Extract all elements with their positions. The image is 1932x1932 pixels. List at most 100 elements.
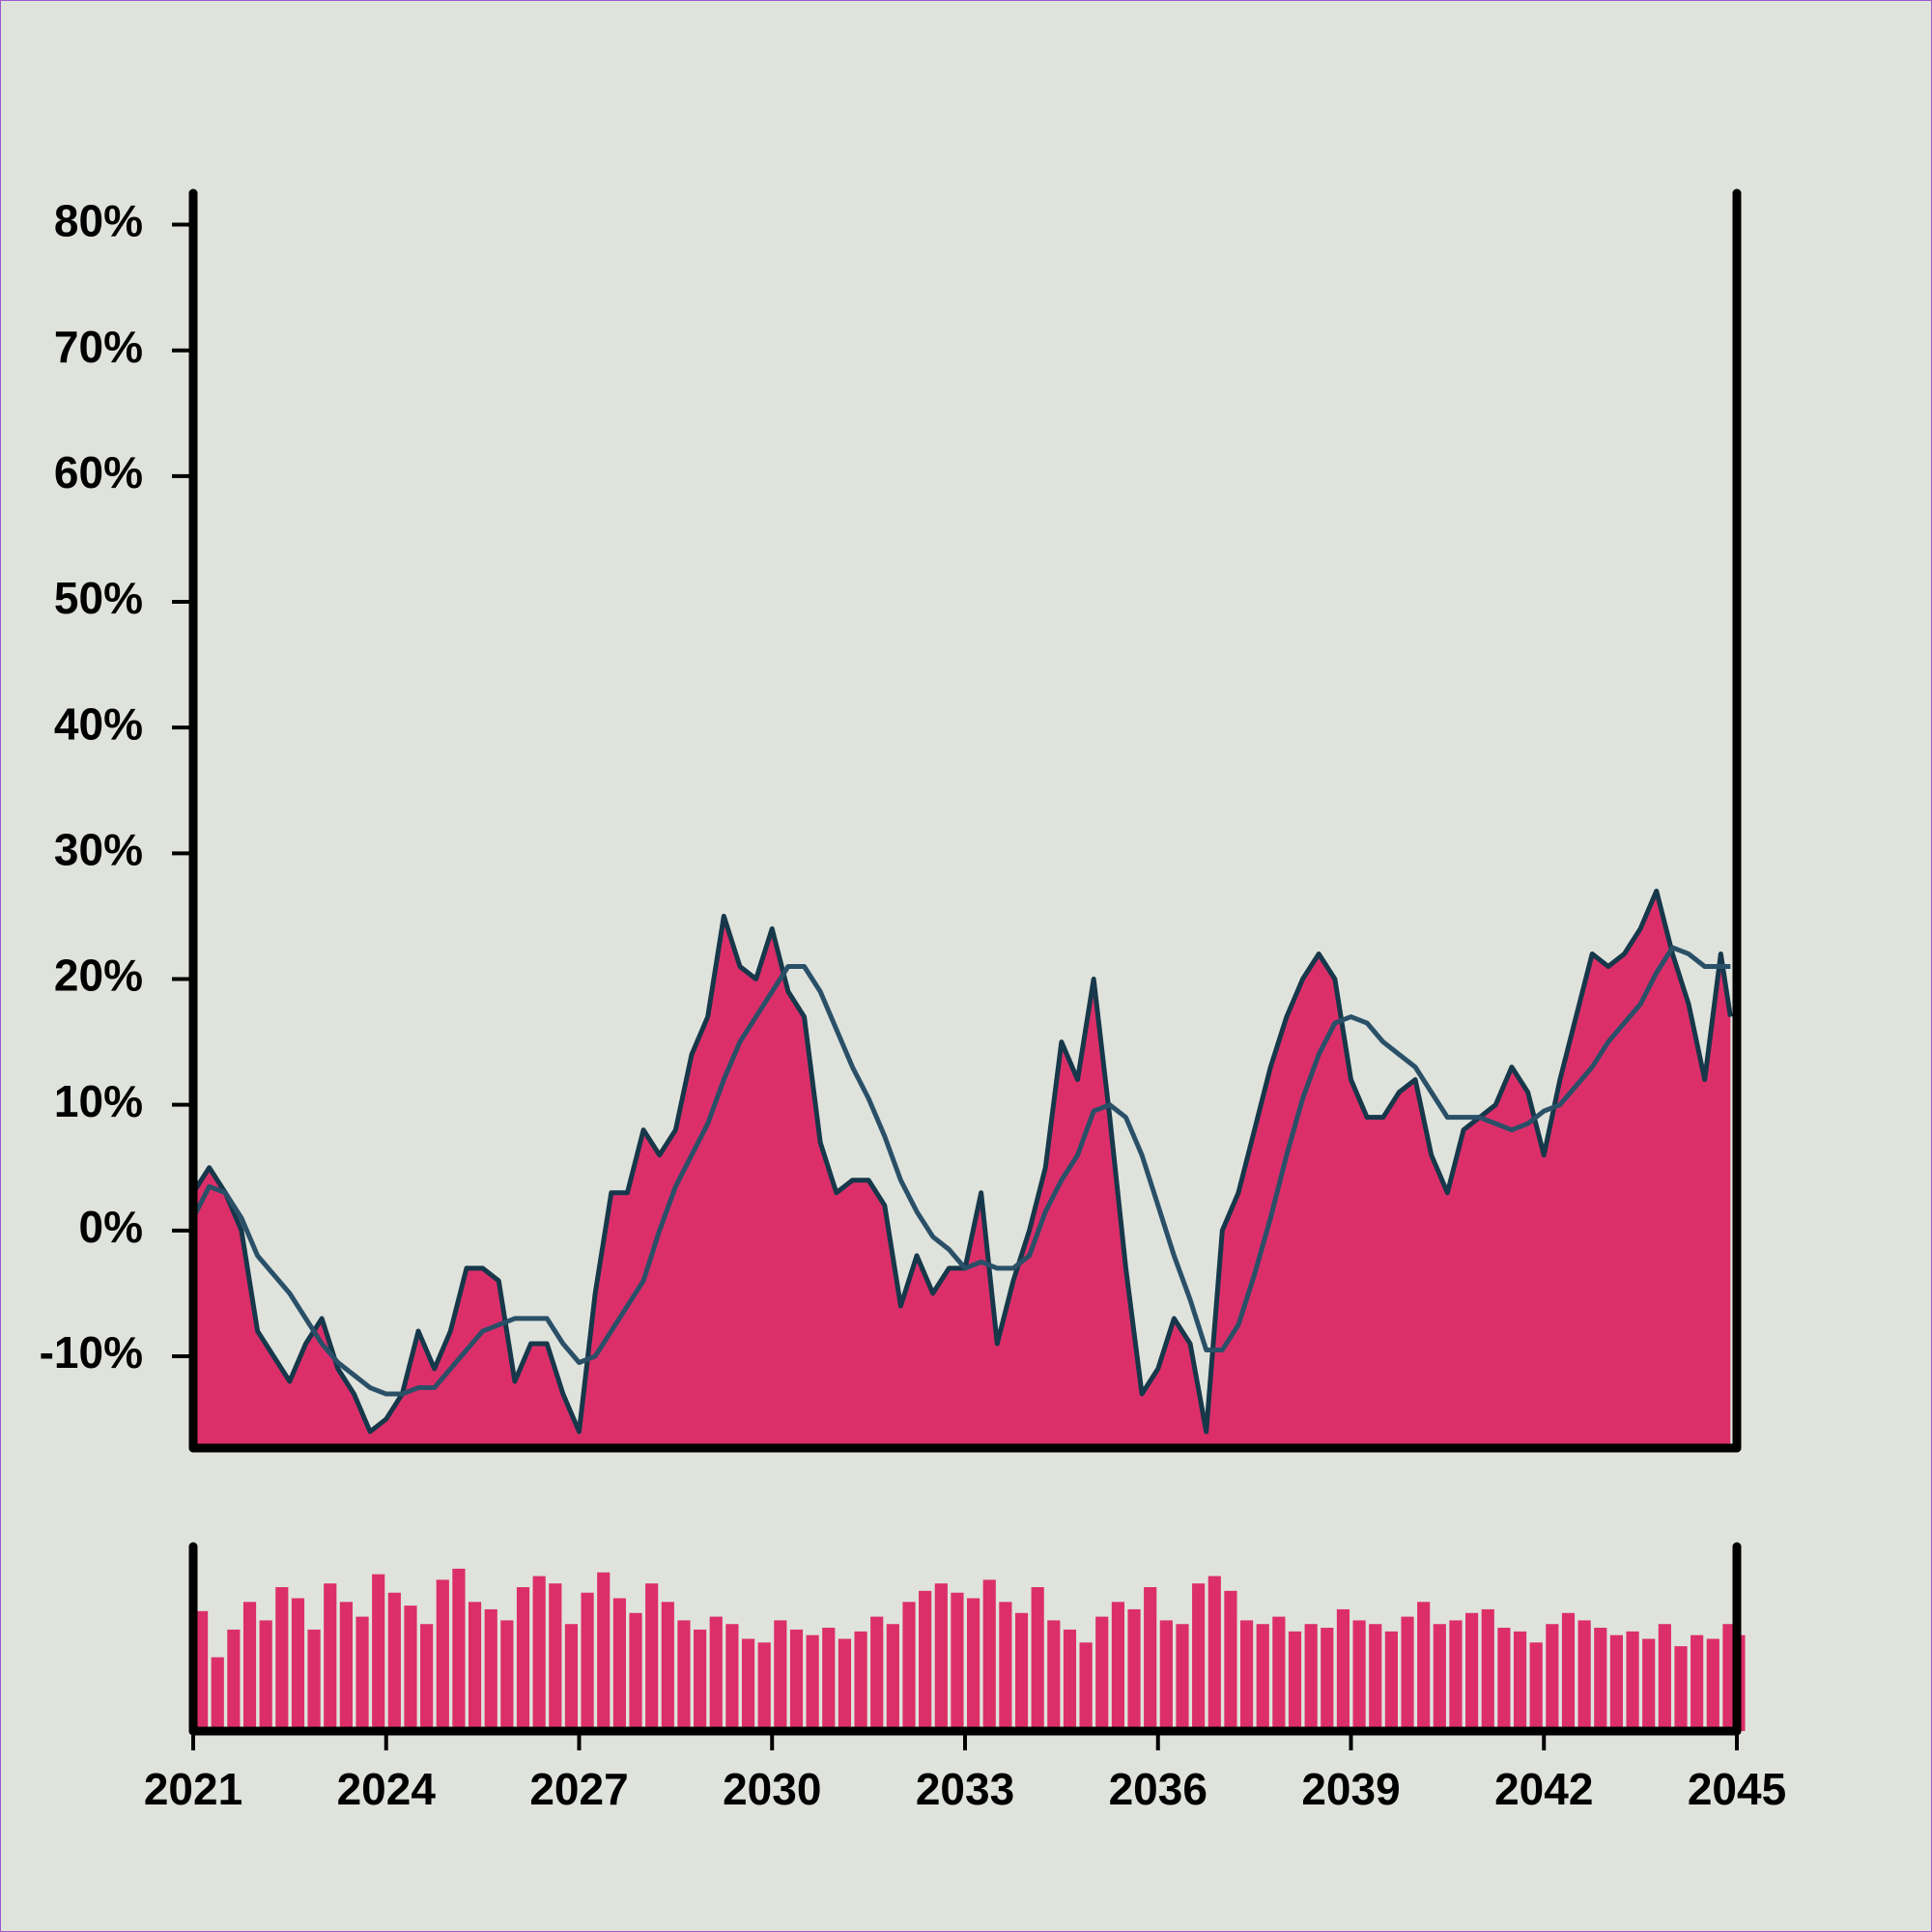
volume-bar [1384, 1631, 1398, 1731]
volume-bar [1417, 1602, 1431, 1731]
volume-bar [1561, 1612, 1576, 1731]
volume-bar [516, 1587, 530, 1731]
volume-bar [1513, 1631, 1527, 1731]
y-tick-label: 20% [54, 951, 143, 1001]
volume-bar [1272, 1616, 1286, 1731]
volume-bar [789, 1629, 804, 1731]
volume-bar [919, 1590, 932, 1731]
volume-bar [1336, 1608, 1350, 1731]
volume-bar [1031, 1587, 1044, 1731]
volume-bar [709, 1616, 723, 1731]
volume-bar [1642, 1638, 1656, 1731]
volume-bar [1497, 1628, 1511, 1731]
y-tick-label: 0% [79, 1202, 143, 1252]
volume-bar [902, 1602, 916, 1731]
volume-bar [822, 1628, 836, 1731]
volume-bar [677, 1620, 691, 1731]
y-tick-label: 80% [54, 196, 143, 246]
volume-bar [1192, 1583, 1206, 1731]
volume-bar [1449, 1620, 1463, 1731]
y-tick-label: 10% [54, 1076, 143, 1126]
volume-bar [1111, 1602, 1124, 1731]
volume-bar [1722, 1624, 1736, 1731]
volume-bar [1224, 1590, 1237, 1731]
volume-bar [854, 1631, 867, 1731]
volume-bar [1208, 1576, 1221, 1731]
x-tick-label: 2042 [1494, 1764, 1593, 1814]
volume-bar [870, 1616, 884, 1731]
volume-bar [838, 1638, 852, 1731]
volume-bar [612, 1598, 626, 1731]
volume-bar [1706, 1638, 1719, 1731]
y-tick-label: -10% [40, 1327, 143, 1378]
y-tick-label: 40% [54, 698, 143, 749]
volume-bar [211, 1657, 224, 1731]
volume-bar [1288, 1631, 1302, 1731]
volume-bar [1529, 1642, 1543, 1731]
volume-bar [1594, 1628, 1607, 1731]
volume-bar [774, 1620, 787, 1731]
volume-bar [1014, 1612, 1029, 1731]
volume-bar [242, 1602, 257, 1731]
volume-bar [694, 1629, 707, 1731]
area [193, 891, 1731, 1448]
volume-bar [1063, 1629, 1077, 1731]
volume-bar [549, 1583, 562, 1731]
y-tick-label: 60% [54, 447, 143, 497]
volume-bar [999, 1602, 1012, 1731]
volume-bar [387, 1592, 401, 1731]
x-tick-label: 2039 [1301, 1764, 1400, 1814]
volume-bar [1481, 1608, 1494, 1731]
volume-bar [1239, 1620, 1254, 1731]
plot-area [193, 888, 1733, 1448]
volume-bar [275, 1587, 289, 1731]
volume-bar [420, 1624, 434, 1731]
volume-bar [1369, 1624, 1382, 1731]
volume-bar [227, 1629, 241, 1731]
volume-bar [324, 1583, 337, 1731]
volume-bar [1626, 1631, 1639, 1731]
moving-average-line [193, 945, 1731, 1397]
volume-bar [1401, 1616, 1414, 1731]
volume-bar [355, 1616, 369, 1731]
volume-bar [1546, 1624, 1559, 1731]
volume-bar [500, 1620, 514, 1731]
volume-bar [1304, 1624, 1318, 1731]
volume-bar [1433, 1624, 1446, 1731]
volume-bar [452, 1568, 466, 1731]
volume-bar [886, 1624, 899, 1731]
volume-bar [564, 1624, 579, 1731]
x-tick-label: 2021 [144, 1764, 242, 1814]
y-tick-label: 30% [54, 824, 143, 874]
volume-bar [1690, 1634, 1704, 1731]
x-tick-label: 2033 [916, 1764, 1014, 1814]
volume-bar [1465, 1612, 1479, 1731]
volume-bar [1577, 1620, 1591, 1731]
x-tick-label: 2036 [1109, 1764, 1208, 1814]
volume-bar [1658, 1624, 1671, 1731]
volume-bar [1609, 1634, 1624, 1731]
x-tick-label: 2045 [1688, 1764, 1786, 1814]
volume-bar [661, 1602, 674, 1731]
volume-bar [1159, 1620, 1173, 1731]
volume-bar [532, 1576, 546, 1731]
volume-bar [597, 1572, 611, 1731]
volume-bar [1095, 1616, 1109, 1731]
volume-bar [1079, 1642, 1093, 1731]
volume-bar [436, 1579, 449, 1731]
volume-bar [1321, 1628, 1334, 1731]
y-tick-label: 50% [54, 573, 143, 623]
x-tick-label: 2024 [337, 1764, 437, 1814]
volume-bar [1352, 1620, 1366, 1731]
volume-bar [259, 1620, 272, 1731]
volume-bar [982, 1579, 996, 1731]
volume-bar [195, 1610, 209, 1731]
volume-bar [1176, 1624, 1189, 1731]
volume-bar [468, 1602, 482, 1731]
volume-bar [1674, 1646, 1688, 1731]
volume-bar [741, 1638, 755, 1731]
volume-bar [291, 1598, 305, 1731]
volume-bar [484, 1608, 497, 1731]
